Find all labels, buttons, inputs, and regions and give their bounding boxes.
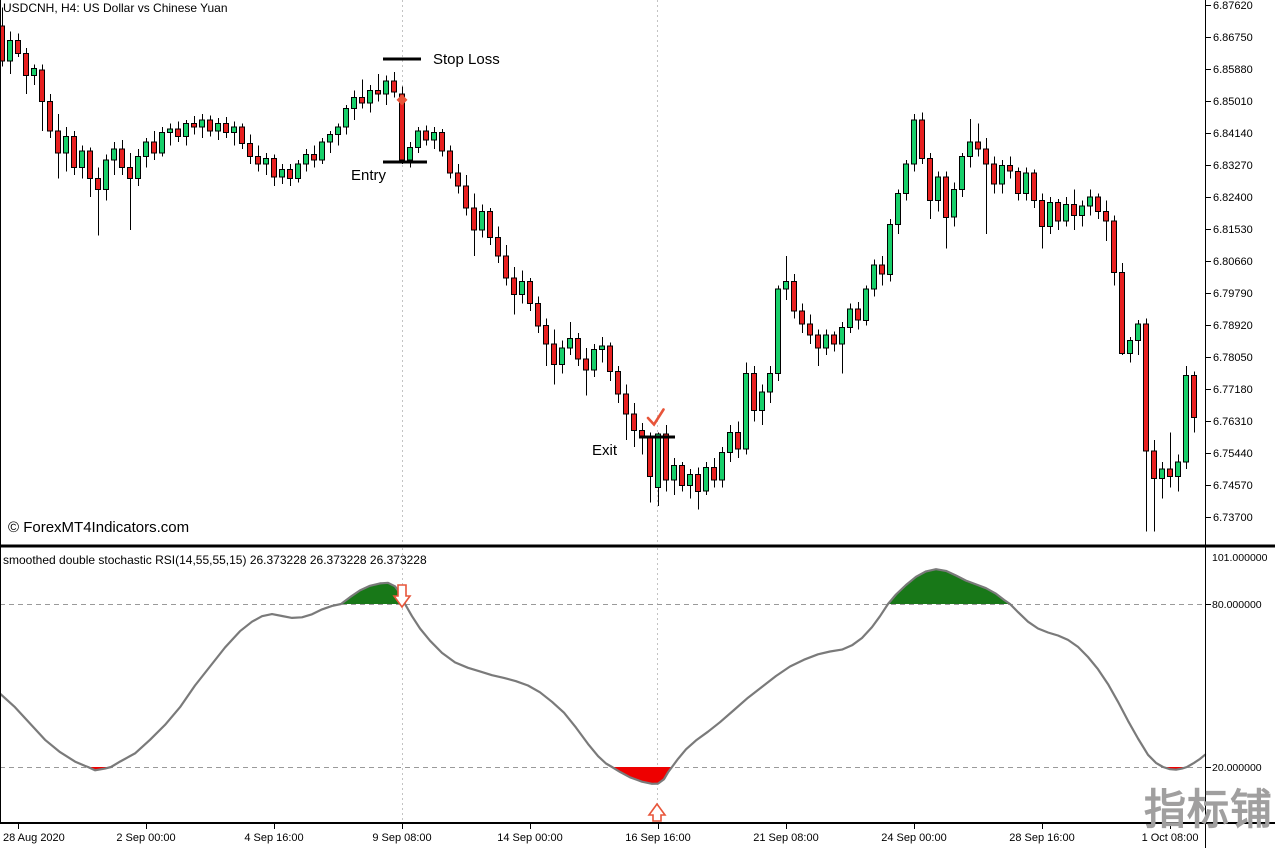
svg-text:28 Sep 16:00: 28 Sep 16:00 xyxy=(1009,832,1074,844)
svg-text:6.81530: 6.81530 xyxy=(1213,224,1253,236)
svg-text:2 Sep 00:00: 2 Sep 00:00 xyxy=(116,832,175,844)
svg-text:6.78050: 6.78050 xyxy=(1213,352,1253,364)
svg-text:20.000000: 20.000000 xyxy=(1212,762,1262,774)
exit-label: Exit xyxy=(592,442,618,459)
svg-text:6.74570: 6.74570 xyxy=(1213,480,1253,492)
svg-text:9 Sep 08:00: 9 Sep 08:00 xyxy=(372,832,431,844)
indicator-fills xyxy=(88,569,1187,784)
signal-vlines xyxy=(402,0,658,822)
svg-text:6.84140: 6.84140 xyxy=(1213,128,1253,140)
candles-layer xyxy=(0,7,1197,532)
indicator-scale: 101.000000 80.000000 20.000000 xyxy=(1206,552,1268,774)
svg-text:6.78920: 6.78920 xyxy=(1213,320,1253,332)
chart-title: USDCNH, H4: US Dollar vs Chinese Yuan xyxy=(3,1,228,15)
indicator-line xyxy=(0,568,1207,785)
svg-text:6.85880: 6.85880 xyxy=(1213,64,1253,76)
svg-text:6.85010: 6.85010 xyxy=(1213,96,1253,108)
svg-text:6.86750: 6.86750 xyxy=(1213,32,1253,44)
entry-label: Entry xyxy=(351,167,387,184)
sell-diamond-marker xyxy=(396,94,408,106)
indicator-levels xyxy=(0,604,1205,768)
svg-text:21 Sep 08:00: 21 Sep 08:00 xyxy=(753,832,818,844)
indicator-signal-arrows xyxy=(392,584,667,822)
copyright-watermark: © ForexMT4Indicators.com xyxy=(8,519,190,536)
svg-text:24 Sep 00:00: 24 Sep 00:00 xyxy=(881,832,946,844)
stop-loss-label: Stop Loss xyxy=(433,51,500,68)
svg-text:1 Oct 08:00: 1 Oct 08:00 xyxy=(1142,832,1199,844)
svg-text:28 Aug 2020: 28 Aug 2020 xyxy=(3,832,65,844)
svg-text:6.80660: 6.80660 xyxy=(1213,256,1253,268)
indicator-label: smoothed double stochastic RSI(14,55,55,… xyxy=(3,553,427,567)
svg-text:6.76310: 6.76310 xyxy=(1213,416,1253,428)
svg-text:6.75440: 6.75440 xyxy=(1213,448,1253,460)
svg-text:14 Sep 00:00: 14 Sep 00:00 xyxy=(497,832,562,844)
exit-check-marker xyxy=(646,408,665,427)
svg-text:6.79790: 6.79790 xyxy=(1213,288,1253,300)
svg-text:4 Sep 16:00: 4 Sep 16:00 xyxy=(244,832,303,844)
trade-annotation-lines xyxy=(383,57,675,439)
svg-text:101.000000: 101.000000 xyxy=(1212,552,1268,564)
brand-watermark: 指标铺 xyxy=(1144,786,1274,833)
svg-text:6.83270: 6.83270 xyxy=(1213,160,1253,172)
price-scale: 6.87620 6.86750 6.85880 6.85010 6.84140 6.832… xyxy=(1206,0,1253,524)
svg-text:6.87620: 6.87620 xyxy=(1213,0,1253,12)
svg-text:6.82400: 6.82400 xyxy=(1213,192,1253,204)
svg-text:16 Sep 16:00: 16 Sep 16:00 xyxy=(625,832,690,844)
svg-text:6.77180: 6.77180 xyxy=(1213,384,1253,396)
svg-text:80.000000: 80.000000 xyxy=(1212,599,1262,611)
svg-text:6.73700: 6.73700 xyxy=(1213,512,1253,524)
time-scale: 28 Aug 2020 2 Sep 00:00 4 Sep 16:00 9 Sep 0… xyxy=(3,824,1198,844)
